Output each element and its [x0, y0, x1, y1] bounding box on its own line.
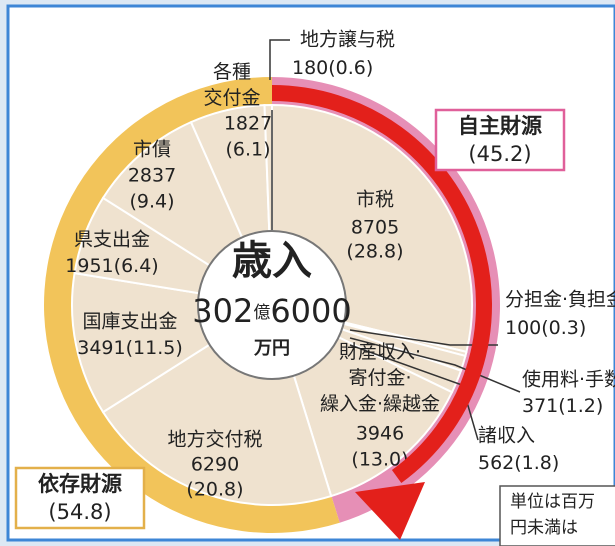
slice-amount: 2837 [128, 165, 176, 187]
percent: (1.8) [514, 452, 559, 474]
slice-amount: 8705 [351, 217, 399, 239]
center-circle [197, 230, 347, 380]
slice-percent: (28.8) [346, 241, 403, 263]
note: 単位は百万 [510, 492, 595, 512]
slice-amount: 3946 [356, 423, 404, 445]
labels: 歳入 302億6000 万円 市税 8705(28.8) 分担金·負担金 100(0.3) 使… [14, 29, 615, 546]
amount: 100 [505, 317, 541, 339]
percent: (6.4) [114, 255, 159, 277]
slice-name: 使用料·手数料 [522, 369, 615, 391]
center-title: 歳入 [232, 238, 312, 284]
slice-amount: 1827 [224, 113, 272, 135]
leader-line [269, 39, 290, 80]
label-line: 寄付金· [348, 367, 411, 389]
slice-value: 3491(11.5) [77, 337, 183, 359]
percent: (0.3) [541, 317, 586, 339]
slice-percent: (6.1) [225, 139, 270, 161]
label-line: 繰入金·繰越金 [320, 393, 440, 415]
leader-line [349, 337, 521, 393]
note-box [499, 485, 615, 546]
group-name: 依存財源 [38, 472, 122, 496]
amount: 302 [192, 292, 253, 330]
percent: (0.6) [328, 57, 373, 79]
arrow [271, 85, 492, 483]
slice-percent: (20.8) [186, 479, 243, 501]
label-line: 各種 [213, 61, 251, 83]
slice-percent: (13.0) [351, 449, 408, 471]
slice-percent: (9.4) [129, 191, 174, 213]
slice-value: 562(1.8) [478, 452, 559, 474]
percent: (11.5) [126, 337, 183, 359]
group-value: (45.2) [468, 142, 531, 166]
slice-value: 1951(6.4) [65, 255, 158, 277]
amount: 1951 [65, 255, 113, 277]
amount: 3491 [77, 337, 125, 359]
group-box [434, 108, 566, 172]
slice-name: 分担金·負担金 [505, 289, 615, 311]
unit: 億 [253, 303, 270, 323]
pie [43, 39, 521, 534]
amount: 371 [522, 395, 558, 417]
slice-name: 地方交付税 [167, 429, 262, 451]
percent: (1.2) [558, 395, 603, 417]
amount: 180 [292, 57, 328, 79]
group-name: 自主財源 [458, 114, 542, 138]
slice-amount: 6290 [191, 454, 239, 476]
slice-value: 180(0.6) [292, 57, 373, 79]
slice-name: 県支出金 [74, 229, 150, 251]
note: 円未満は [510, 518, 578, 538]
slice-name: 諸収入 [478, 425, 535, 447]
center-unit: 万円 [253, 338, 290, 359]
group-box [14, 466, 146, 530]
slice-value: 100(0.3) [505, 317, 586, 339]
label-line: 交付金 [203, 87, 260, 109]
slice-name: 国庫支出金 [82, 311, 177, 333]
slice-name: 各種交付金 [203, 61, 260, 109]
amount: 562 [478, 452, 514, 474]
slice-name: 地方譲与税 [300, 29, 395, 51]
arrow-head [355, 482, 425, 540]
label-line: 財産収入· [339, 341, 421, 363]
slice-name: 市債 [133, 139, 171, 161]
slice-value: 371(1.2) [522, 395, 603, 417]
center-amount: 302億6000 [192, 292, 352, 330]
slice-name: 市税 [356, 189, 394, 211]
group-value: (54.8) [48, 500, 111, 524]
slice-name: 財産収入· 寄付金· 繰入金·繰越金 [320, 341, 440, 415]
amount: 6000 [270, 292, 351, 330]
